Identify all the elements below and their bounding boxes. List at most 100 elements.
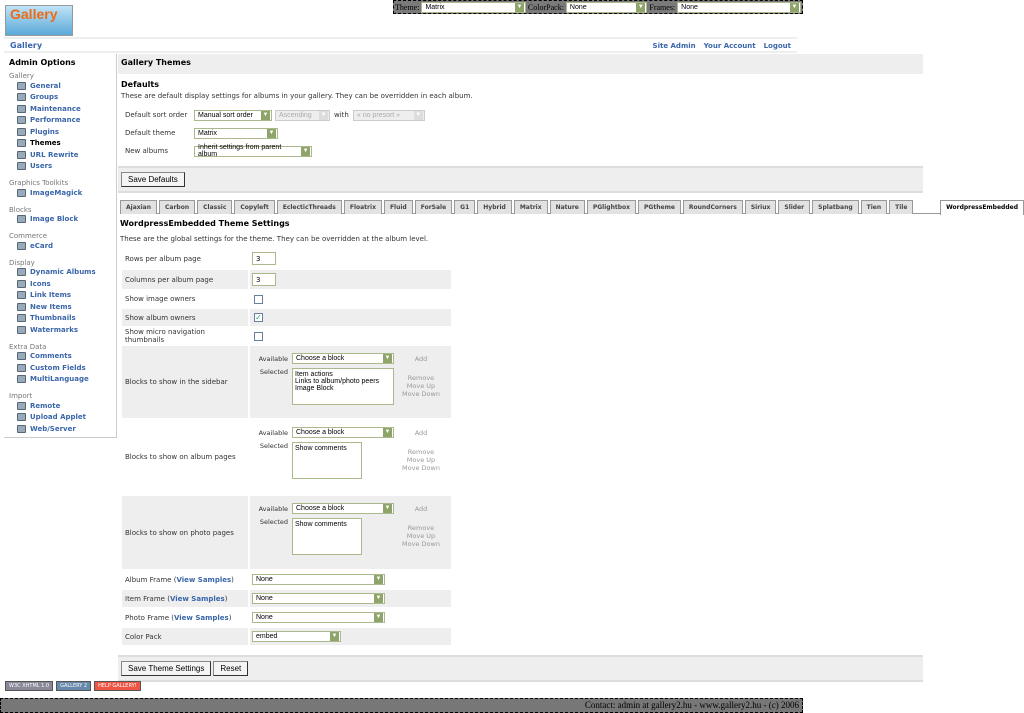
sidebar-item-upload-applet[interactable]: Upload Applet <box>9 412 111 424</box>
sidebar-item-maintenance[interactable]: Maintenance <box>9 103 111 115</box>
sidebar-item-thumbnails[interactable]: Thumbnails <box>9 313 111 325</box>
sidebar-item-dynamic-albums[interactable]: Dynamic Albums <box>9 267 111 279</box>
tab-roundcorners[interactable]: RoundCorners <box>682 200 743 214</box>
colorpack-select[interactable]: embed ▼ <box>252 631 341 642</box>
tab-matrix[interactable]: Matrix <box>513 200 548 214</box>
reset-button[interactable]: Reset <box>213 661 249 676</box>
tab-nature[interactable]: Nature <box>549 200 585 214</box>
sidebar-selected-list[interactable]: Item actions Links to album/photo peers Im… <box>292 368 394 405</box>
show-image-owners-checkbox[interactable] <box>254 294 263 304</box>
tab-pglightbox[interactable]: PGlightbox <box>586 200 637 214</box>
sidebar-available-select[interactable]: Choose a block ▼ <box>292 353 394 364</box>
sidebar-item-link-items[interactable]: Link Items <box>9 290 111 302</box>
sidebar-item-general[interactable]: General <box>9 80 111 92</box>
show-micro-nav-checkbox[interactable] <box>254 331 263 341</box>
tab-siriux[interactable]: Siriux <box>744 200 777 214</box>
sidebar-item-comments[interactable]: Comments <box>9 351 111 363</box>
selected-block-item[interactable]: Show comments <box>295 445 347 452</box>
new-albums-select[interactable]: Inherit settings from parent album ▼ <box>194 144 312 158</box>
album-move-down-button[interactable]: Move Down <box>402 464 440 472</box>
theme-select[interactable]: Matrix ▼ <box>421 1 526 13</box>
site-admin-link[interactable]: Site Admin <box>652 41 696 50</box>
item-frame-select[interactable]: None ▼ <box>252 593 385 604</box>
sidebar-move-down-button[interactable]: Move Down <box>402 390 440 398</box>
xhtml-badge[interactable]: W3C XHTML 1.0 <box>5 681 54 691</box>
photo-selected-list[interactable]: Show comments <box>292 518 362 555</box>
selected-block-item[interactable]: Item actions <box>295 371 333 378</box>
album-available-select[interactable]: Choose a block ▼ <box>292 427 394 438</box>
sidebar-item-custom-fields[interactable]: Custom Fields <box>9 362 111 374</box>
album-selected-list[interactable]: Show comments <box>292 442 362 479</box>
album-frame-select[interactable]: None ▼ <box>252 574 385 585</box>
presort-value: « no presort » <box>356 111 401 119</box>
selected-block-item[interactable]: Links to album/photo peers <box>295 378 380 385</box>
album-remove-button[interactable]: Remove <box>407 448 435 456</box>
selected-block-item[interactable]: Show comments <box>295 521 347 528</box>
columns-per-page-input[interactable]: 3 <box>252 273 276 286</box>
colorpack-select[interactable]: None ▼ <box>565 1 648 13</box>
sidebar-item-plugins[interactable]: Plugins <box>9 126 111 138</box>
save-theme-settings-button[interactable]: Save Theme Settings <box>121 661 212 676</box>
rows-per-page-input[interactable]: 3 <box>252 252 276 265</box>
photo-frame-view-samples-link[interactable]: View Samples <box>173 613 229 622</box>
album-frame-view-samples-link[interactable]: View Samples <box>176 575 232 584</box>
tab-fluid[interactable]: Fluid <box>383 200 413 214</box>
show-album-owners-checkbox[interactable]: ✓ <box>254 313 263 322</box>
tab-g1[interactable]: G1 <box>454 200 476 214</box>
tab-hybrid[interactable]: Hybrid <box>477 200 512 214</box>
tab-carbon[interactable]: Carbon <box>159 200 196 214</box>
sidebar-item-icons[interactable]: Icons <box>9 278 111 290</box>
tab-eclecticthreads[interactable]: EclecticThreads <box>276 200 342 214</box>
frames-select[interactable]: None ▼ <box>677 1 801 13</box>
gallery2-badge[interactable]: GALLERY 2 <box>56 681 92 691</box>
tab-tien[interactable]: Tien <box>860 200 888 214</box>
sidebar-item-themes[interactable]: Themes <box>9 138 111 150</box>
photo-available-select[interactable]: Choose a block ▼ <box>292 503 394 514</box>
sidebar-item-image-block[interactable]: Image Block <box>9 214 111 226</box>
sidebar-item-label: MultiLanguage <box>30 375 89 384</box>
sidebar-item-web-server[interactable]: Web/Server <box>9 423 111 435</box>
selected-block-item[interactable]: Image Block <box>295 385 334 392</box>
sidebar-item-multilanguage[interactable]: MultiLanguage <box>9 374 111 386</box>
breadcrumb-gallery-link[interactable]: Gallery <box>10 40 43 50</box>
tab-splatbang[interactable]: Splatbang <box>812 200 859 214</box>
tab-classic[interactable]: Classic <box>197 200 233 214</box>
tab-copyleft[interactable]: Copyleft <box>234 200 275 214</box>
tab-floatrix[interactable]: Floatrix <box>343 200 382 214</box>
photo-move-up-button[interactable]: Move Up <box>406 532 436 540</box>
sidebar-item-performance[interactable]: Performance <box>9 115 111 127</box>
sidebar-item-new-items[interactable]: New Items <box>9 301 111 313</box>
tab-slider[interactable]: Slider <box>778 200 811 214</box>
sidebar-item-remote[interactable]: Remote <box>9 400 111 412</box>
tab-forsale[interactable]: ForSale <box>414 200 453 214</box>
sidebar-move-up-button[interactable]: Move Up <box>406 382 436 390</box>
photo-remove-button[interactable]: Remove <box>407 524 435 532</box>
sidebar-item-users[interactable]: Users <box>9 161 111 173</box>
watermarks-icon <box>17 325 26 334</box>
sidebar-item-groups[interactable]: Groups <box>9 92 111 104</box>
logout-link[interactable]: Logout <box>763 41 791 50</box>
performance-icon <box>17 116 26 125</box>
item-frame-view-samples-link[interactable]: View Samples <box>169 594 225 603</box>
save-defaults-button[interactable]: Save Defaults <box>121 172 185 187</box>
sidebar-item-imagemagick[interactable]: ImageMagick <box>9 187 111 199</box>
photo-frame-select[interactable]: None ▼ <box>252 612 385 623</box>
photo-add-button[interactable]: Add <box>414 505 428 513</box>
default-theme-select[interactable]: Matrix ▼ <box>194 127 278 139</box>
tab-pgtheme[interactable]: PGtheme <box>638 200 681 214</box>
sidebar-remove-button[interactable]: Remove <box>407 374 435 382</box>
sidebar-item-url-rewrite[interactable]: URL Rewrite <box>9 149 111 161</box>
sort-order-select[interactable]: Manual sort order ▼ <box>194 109 272 121</box>
gallery-logo[interactable]: Gallery <box>5 5 73 36</box>
sidebar-item-watermarks[interactable]: Watermarks <box>9 324 111 336</box>
sidebar-item-ecard[interactable]: eCard <box>9 240 111 252</box>
photo-move-down-button[interactable]: Move Down <box>402 540 440 548</box>
tab-tile[interactable]: Tile <box>889 200 914 214</box>
tab-wordpressembedded[interactable]: WordpressEmbedded <box>940 200 1024 215</box>
album-add-button[interactable]: Add <box>414 429 428 437</box>
tab-ajaxian[interactable]: Ajaxian <box>120 200 157 214</box>
album-move-up-button[interactable]: Move Up <box>406 456 436 464</box>
sidebar-add-button[interactable]: Add <box>414 355 428 363</box>
your-account-link[interactable]: Your Account <box>703 41 756 50</box>
help-gallery-badge[interactable]: HELP GALLERY! <box>94 681 141 691</box>
